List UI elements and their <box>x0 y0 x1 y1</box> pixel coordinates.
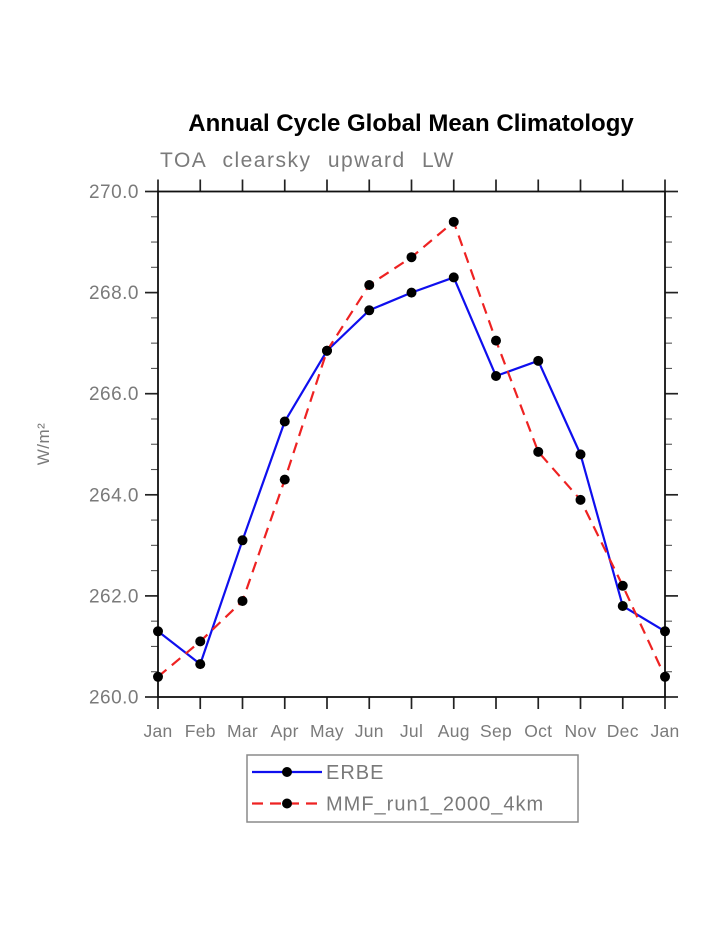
x-tick-label: Dec <box>607 721 639 741</box>
legend-label-mmf-run1-2000-4km: MMF_run1_2000_4km <box>326 794 544 816</box>
y-axis-title: W/m² <box>34 423 53 466</box>
data-point-erbe <box>364 305 375 316</box>
plot-area: 260.0 262.0 264.0 266.0 268.0 270.0 Jan Feb Mar A… <box>89 179 679 823</box>
y-tick-label: 266.0 <box>89 384 139 405</box>
data-point-mmf-run1-2000-4km <box>153 671 163 682</box>
legend-box <box>246 754 579 823</box>
y-tick-label: 268.0 <box>89 283 139 304</box>
x-tick-label: Feb <box>185 721 216 741</box>
x-tick-label: Apr <box>271 721 299 741</box>
plot-box <box>157 190 666 698</box>
data-point-mmf-run1-2000-4km <box>195 636 206 647</box>
data-point-erbe <box>617 601 628 612</box>
series-line-erbe <box>157 276 666 666</box>
x-tick-label: Sep <box>480 721 512 741</box>
x-tick-label: Jul <box>400 721 423 741</box>
data-point-mmf-run1-2000-4km <box>491 335 501 346</box>
x-tick-label: Oct <box>524 721 552 741</box>
data-point-erbe <box>279 416 290 427</box>
data-point-erbe <box>237 535 248 546</box>
data-point-mmf-run1-2000-4km <box>406 252 417 263</box>
y-tick-label: 264.0 <box>89 485 139 506</box>
data-point-erbe <box>575 449 586 460</box>
data-point-mmf-run1-2000-4km <box>617 580 628 591</box>
x-tick-label: Jun <box>355 721 384 741</box>
data-point-mmf-run1-2000-4km <box>448 216 459 227</box>
x-tick-label: Aug <box>438 721 470 741</box>
x-tick-label: Nov <box>564 721 596 741</box>
chart-title: Annual Cycle Global Mean Climatology <box>188 110 634 137</box>
data-point-erbe <box>448 272 459 283</box>
x-tick-label: May <box>310 721 344 741</box>
data-point-mmf-run1-2000-4km <box>533 446 544 457</box>
data-point-mmf-run1-2000-4km <box>660 671 670 682</box>
legend-marker-mmf-run1-2000-4km <box>282 798 292 809</box>
data-point-mmf-run1-2000-4km <box>575 494 586 505</box>
data-point-erbe <box>406 287 417 298</box>
data-point-mmf-run1-2000-4km <box>279 474 290 485</box>
data-point-erbe <box>153 626 163 637</box>
x-tick-label: Jan <box>143 721 172 741</box>
data-point-mmf-run1-2000-4km <box>322 345 332 356</box>
y-tick-label: 260.0 <box>89 688 139 709</box>
data-point-erbe <box>660 626 670 637</box>
y-tick-label: 270.0 <box>89 182 139 203</box>
chart-subtitle: TOA clearsky upward LW <box>160 149 455 172</box>
legend-marker-erbe <box>282 767 292 777</box>
data-point-erbe <box>533 355 544 366</box>
y-tick-label: 262.0 <box>89 586 139 607</box>
legend-label-erbe: ERBE <box>326 762 384 784</box>
data-point-erbe <box>491 371 501 382</box>
data-point-mmf-run1-2000-4km <box>237 595 248 606</box>
x-tick-label: Mar <box>227 721 258 741</box>
data-point-erbe <box>195 659 206 670</box>
x-tick-label: Jan <box>650 721 679 741</box>
data-point-mmf-run1-2000-4km <box>364 280 375 291</box>
